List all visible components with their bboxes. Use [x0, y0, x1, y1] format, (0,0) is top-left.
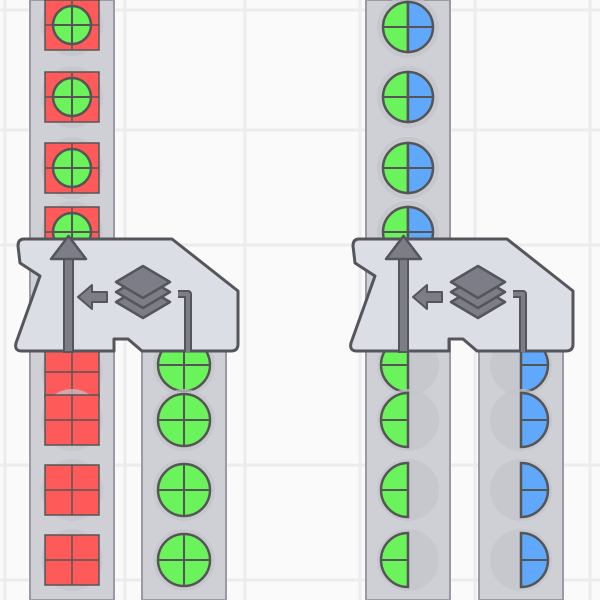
green-left-half-item [377, 459, 439, 521]
belt-right-output [478, 334, 564, 600]
blue-right-half-item [490, 529, 552, 591]
arrow-left-icon [77, 284, 108, 310]
red-square-green-circle-item [41, 0, 103, 56]
cutter-machine-right[interactable] [349, 234, 575, 353]
output-line-icon [513, 290, 527, 352]
cutter-machine-left[interactable] [14, 234, 240, 353]
red-square-item [41, 341, 103, 403]
red-square-item [41, 389, 103, 451]
green-circle-item [153, 459, 215, 521]
red-square-green-circle-item [41, 137, 103, 199]
arrow-left-icon [412, 284, 443, 310]
red-square-item [41, 459, 103, 521]
green-left-half-item [377, 529, 439, 591]
red-square-item [41, 529, 103, 591]
belt-left-output [141, 334, 227, 600]
green-blue-circle-item [377, 0, 439, 58]
green-circle-item [153, 529, 215, 591]
red-square-green-circle-item [41, 66, 103, 128]
blue-right-half-item [490, 459, 552, 521]
stack-layers-icon [449, 264, 507, 320]
green-circle-item [153, 389, 215, 451]
blue-right-half-item [490, 389, 552, 451]
green-blue-circle-item [377, 137, 439, 199]
output-line-icon [178, 290, 192, 352]
arrow-up-icon [49, 234, 88, 353]
arrow-up-icon [384, 234, 423, 353]
green-blue-circle-item [377, 66, 439, 128]
machines [14, 234, 575, 353]
stack-layers-icon [114, 264, 172, 320]
green-left-half-item [377, 389, 439, 451]
